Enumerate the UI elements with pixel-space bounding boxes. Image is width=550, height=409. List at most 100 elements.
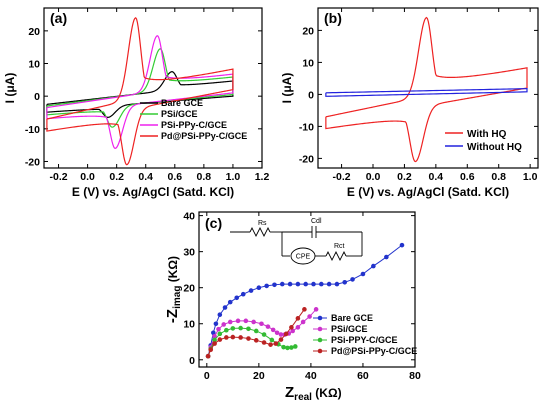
legend-marker	[317, 337, 323, 343]
x-axis-title-sub: real	[294, 392, 312, 403]
eis-point	[283, 331, 289, 337]
eis-point	[243, 318, 249, 324]
eis-point	[371, 263, 376, 269]
y-axis-title: I (μA)	[280, 73, 294, 104]
y-tick-label: 20	[302, 25, 314, 37]
eis-point	[334, 281, 340, 287]
eis-point	[270, 327, 276, 333]
cv-curve-1	[46, 48, 234, 128]
eis-point	[256, 285, 262, 291]
y-axis-title-main: -Z	[164, 309, 181, 323]
legend-label: PSi-PPy-C/GCE	[161, 120, 227, 130]
x-tick-label: 0.2	[397, 171, 412, 183]
x-tick-label: 1.0	[523, 171, 538, 183]
eis-point	[303, 281, 309, 287]
eis-point	[272, 282, 277, 288]
eis-point	[278, 337, 284, 342]
legend-marker	[317, 348, 323, 354]
eis-point	[235, 318, 241, 324]
eis-point	[307, 314, 312, 319]
eis-point	[238, 325, 243, 331]
eis-point	[319, 281, 324, 287]
eis-point	[273, 341, 279, 346]
legend-label: PSi-PPY-C/GCE	[331, 335, 398, 345]
x-tick-label: 0.6	[460, 171, 475, 183]
eis-point	[253, 328, 259, 334]
x-axis-title: E (V) vs. Ag/AgCl (Satd. KCl)	[347, 185, 509, 199]
x-tick-label: 20	[253, 370, 265, 382]
eis-point	[287, 281, 293, 287]
eis-point	[269, 337, 275, 343]
cdl-label: Cdl	[311, 218, 322, 225]
x-tick-label: 80	[409, 370, 421, 382]
eis-point	[208, 347, 214, 353]
eis-point	[240, 291, 246, 297]
legend-label: PSi/GCE	[331, 324, 368, 334]
eis-point	[259, 321, 264, 327]
eis-point	[264, 283, 269, 289]
legend-label: Pd@PSi-PPy-C/GCE	[331, 346, 417, 356]
legend-label: Bare GCE	[161, 98, 203, 108]
panel-label: (a)	[50, 10, 67, 26]
x-tick-label: 40	[305, 370, 317, 382]
eis-point	[227, 299, 233, 305]
eis-point	[213, 321, 219, 327]
y-tick-label: 20	[28, 26, 40, 38]
legend-marker	[317, 315, 323, 321]
x-tick-label: 0.4	[138, 171, 153, 183]
x-tick-label: 1.0	[226, 171, 241, 183]
y-tick-label: 30	[183, 247, 195, 259]
y-tick-label: 0	[34, 91, 40, 103]
x-tick-label: 0.0	[366, 171, 381, 183]
plot-frame	[317, 7, 539, 169]
rct-resistor	[325, 250, 347, 262]
eis-point	[295, 281, 301, 287]
x-tick-label: 0	[204, 370, 210, 382]
eis-point	[350, 277, 355, 282]
y-axis-title-unit: (KΩ)	[166, 256, 180, 286]
eis-point	[212, 334, 217, 339]
eis-point	[285, 345, 290, 351]
eis-point	[224, 335, 229, 340]
plot-frame	[198, 211, 416, 368]
x-tick-label: 0.8	[491, 171, 506, 183]
eis-point	[265, 324, 271, 329]
eis-point	[246, 326, 251, 332]
eis-point	[278, 332, 284, 337]
eis-point	[261, 340, 267, 345]
eis-point	[295, 316, 301, 321]
eis-point	[221, 322, 227, 327]
panel-label: (b)	[324, 10, 342, 26]
eis-point	[216, 326, 221, 332]
y-axis-title: -Zimag (KΩ)	[164, 256, 183, 323]
y-axis-title-sub: imag	[172, 286, 183, 309]
eis-point	[251, 319, 256, 325]
x-axis-title: Zreal (KΩ)	[285, 384, 342, 403]
eis-point	[211, 330, 216, 336]
x-axis-title: E (V) vs. Ag/AgCl (Satd. KCl)	[72, 185, 234, 199]
y-axis-title: I (μA)	[3, 73, 17, 104]
legend-marker	[317, 326, 323, 332]
eis-point	[311, 281, 316, 287]
panel-b-cv-plot: -0.2 0.0 0.2 0.4 0.6 0.8 1.0 -20 -10 0 10 20 (b) E (V…	[280, 7, 539, 199]
eis-point	[289, 345, 294, 350]
eis-point	[217, 337, 223, 342]
eis-point	[234, 295, 240, 301]
cv-curve-1	[325, 88, 528, 97]
x-tick-label: 0.8	[197, 171, 212, 183]
y-tick-label: 0	[308, 89, 314, 101]
x-tick-label: 0.0	[80, 171, 95, 183]
eis-point	[300, 319, 306, 325]
y-tick-label: -20	[299, 153, 314, 165]
eis-point	[212, 337, 217, 343]
eis-point	[292, 344, 298, 349]
eis-point	[360, 271, 366, 277]
y-tick-label: 10	[28, 59, 40, 71]
x-tick-label: 1.2	[255, 171, 270, 183]
cv-curve-3	[46, 16, 234, 166]
eis-point	[281, 344, 286, 350]
eis-point	[230, 334, 236, 340]
eis-point	[279, 281, 285, 287]
